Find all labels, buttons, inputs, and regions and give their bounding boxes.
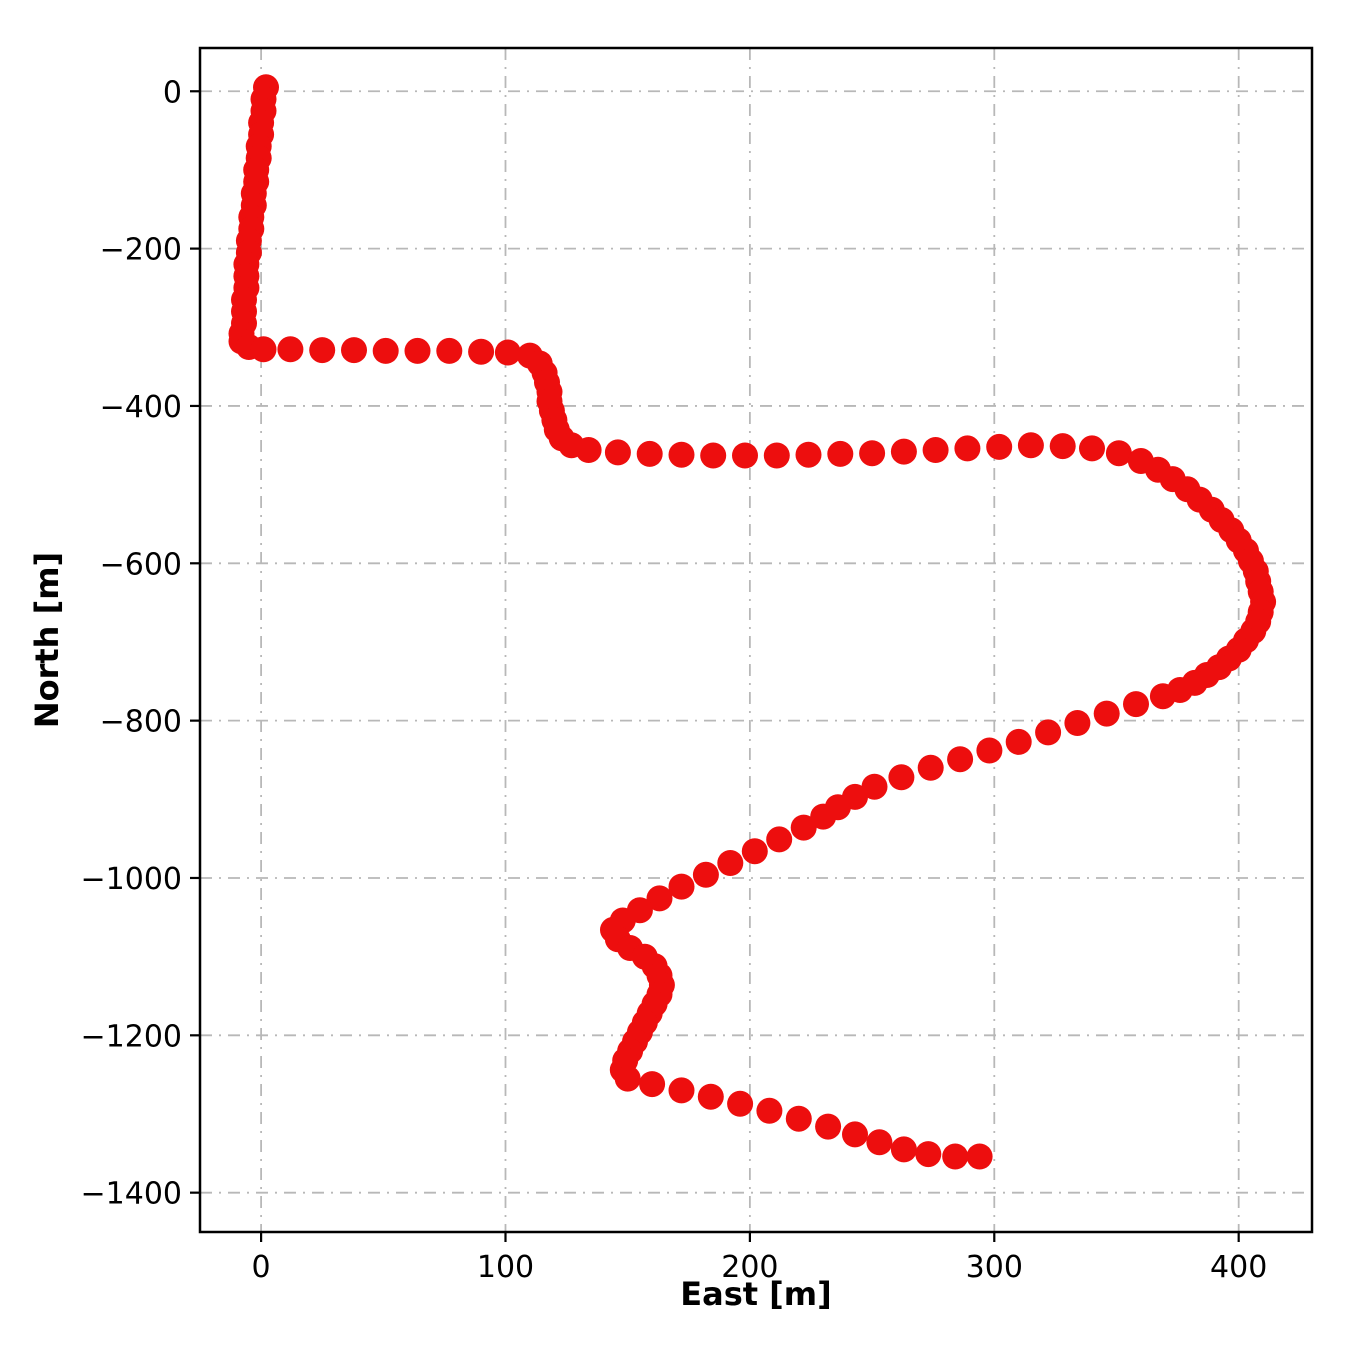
trajectory-point [861,773,888,800]
trajectory-point [404,337,431,364]
trajectory-point [741,838,768,865]
trajectory-point [732,442,758,469]
trajectory-point [697,1083,724,1110]
trajectory-point [494,339,521,366]
x-tick-label: 200 [721,1250,778,1285]
trajectory-point [692,861,719,888]
trajectory-point [915,1141,942,1168]
trajectory-point [604,439,631,466]
trajectory-point [986,433,1013,460]
trajectory-point [756,1097,783,1124]
y-tick-label: −200 [100,233,182,268]
x-tick-label: 0 [252,1250,271,1285]
trajectory-point [966,1143,993,1170]
trajectory-point [815,1113,842,1140]
y-tick-label: −400 [100,390,182,425]
y-tick-label: −1400 [81,1177,182,1212]
trajectory-point [785,1105,812,1132]
trajectory-point [636,440,663,467]
trajectory-point [668,873,695,900]
trajectory-point [1005,728,1032,755]
trajectory-point [277,336,304,363]
trajectory-point [646,885,673,912]
y-tick-label: −1200 [81,1019,182,1054]
trajectory-point [1035,719,1062,746]
trajectory-point [468,338,495,365]
tick-labels: 0 100 200 300 400 0 −200 −400 −600 −800 −1000 −1200… [81,75,1268,1285]
trajectory-point [700,442,727,469]
trajectory-point [810,803,837,830]
trajectory-point [763,442,790,469]
y-tick-label: −600 [100,547,182,582]
trajectory-points [228,74,1277,1170]
axis-ticks [190,90,1240,1242]
trajectory-point [766,826,793,853]
y-tick-label: 0 [163,75,182,110]
trajectory-point [575,437,602,463]
trajectory-point [1017,432,1044,459]
trajectory-point [859,440,886,467]
trajectory-point [917,754,944,781]
trajectory-point [1064,710,1091,736]
y-tick-label: −1000 [81,862,182,897]
x-tick-label: 300 [966,1250,1023,1285]
trajectory-point [890,438,917,465]
trajectory-point [790,814,817,841]
y-axis-label: North [m] [28,552,66,728]
trajectory-point [890,1136,917,1163]
trajectory-point [954,435,981,462]
trajectory-point [717,850,744,876]
trajectory-point [1049,433,1076,460]
trajectory-point [668,441,695,468]
trajectory-point [922,437,949,463]
trajectory-point [250,336,277,363]
trajectory-point [614,1065,641,1092]
x-tick-label: 400 [1210,1250,1267,1285]
x-tick-label: 100 [477,1250,534,1285]
trajectory-point [341,337,367,364]
trajectory-point [827,440,854,467]
trajectory-point [888,764,915,791]
trajectory-point [1105,440,1132,467]
trajectory-point [842,1121,868,1148]
trajectory-point [668,1077,695,1104]
trajectory-point [436,337,463,364]
trajectory-point [942,1143,969,1170]
trajectory-point [947,746,974,773]
y-tick-label: −800 [100,705,182,740]
plot-border [198,46,1314,1234]
trajectory-point [795,441,822,468]
trajectory-point [1079,435,1105,462]
trajectory-point [639,1071,666,1098]
trajectory-point [976,737,1003,764]
trajectory-point [866,1129,893,1156]
trajectory-point [727,1090,754,1117]
x-axis-label: East [m] [680,1275,832,1313]
trajectory-point [372,337,399,364]
trajectory-point [1149,683,1176,710]
grid [200,48,1312,1232]
trajectory-point [1123,691,1149,718]
trajectory-point [309,337,336,364]
trajectory-point [1093,700,1120,727]
